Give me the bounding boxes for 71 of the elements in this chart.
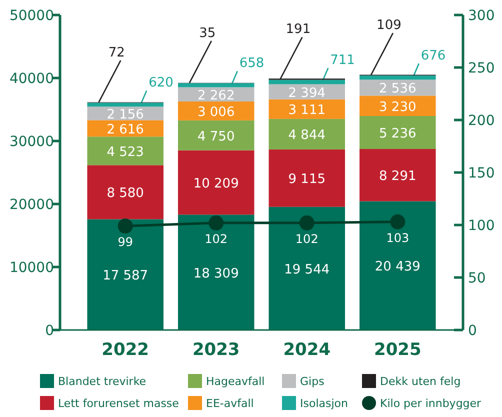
data-label: 18 309 [193,266,239,282]
data-label: 102 [295,232,318,246]
x-tick-label: 2025 [374,340,422,360]
bar [360,149,436,202]
y2-tick-label: 150 [468,166,495,182]
data-label: 109 [376,18,402,34]
bar [360,201,436,330]
data-label: 5 236 [379,126,416,142]
data-label: 2 262 [198,88,235,104]
y2-tick-label: 0 [468,323,477,339]
data-label: 620 [148,76,174,91]
legend-label: Hageavfall [206,375,265,388]
y2-tick-label: 200 [468,113,495,129]
bar [360,96,436,116]
legend-label: Lett forurenset masse [58,397,180,410]
bar [178,120,254,150]
bar [268,149,346,207]
data-label: 4 523 [106,144,144,160]
data-label: 4 844 [288,128,326,144]
data-label: 191 [286,22,311,38]
data-label: 17 587 [102,268,148,284]
data-label: 2 156 [106,107,144,122]
data-label: 19 544 [284,262,330,278]
legend-label: Blandet trevirke [58,375,146,388]
data-label: 2 394 [288,86,326,101]
bar [268,206,346,330]
y-tick-label: 30000 [9,134,54,150]
data-label: 20 439 [374,260,420,275]
data-label: 4 750 [198,129,235,144]
x-tick-label: 2024 [283,340,331,360]
bar [268,118,346,150]
data-label: 711 [330,53,355,68]
data-label: 72 [108,45,125,60]
y2-tick-label: 250 [468,60,495,76]
bar [360,116,436,149]
bar [87,136,164,166]
data-label: 102 [204,232,228,246]
data-label: 3 111 [288,103,326,118]
y2-tick-label: 50 [468,270,486,286]
data-label: 103 [386,230,410,245]
y-tick-label: 50000 [9,8,54,24]
data-label: 3 230 [379,100,416,115]
y2-tick-label: 100 [468,218,495,234]
data-label: 676 [420,48,446,64]
data-label: 10 209 [193,176,239,192]
bar [87,165,164,220]
x-tick-label: 2023 [192,340,240,360]
legend-label: Gips [300,375,325,388]
bar [268,99,346,119]
legend-label: Dekk uten felg [380,375,461,388]
data-label: 3 006 [198,104,235,120]
data-label: 35 [199,26,216,41]
bar [268,84,346,100]
bar [178,150,254,215]
y-tick-label: 40000 [9,71,54,87]
legend-label: EE-avfall [206,397,254,410]
bar [178,214,254,330]
data-label: 2 536 [379,82,416,97]
data-label: 8 291 [379,169,416,184]
y2-tick-label: 300 [468,8,495,24]
legend-label: Kilo per innbygger [380,397,482,410]
data-label: 658 [239,56,264,72]
data-label: 8 580 [106,186,144,202]
data-label: 99 [118,235,133,250]
x-tick-label: 2022 [102,340,150,360]
legend-label: Isolasjon [300,397,348,410]
y-tick-label: 20000 [9,197,54,213]
data-label: 9 115 [288,172,326,188]
data-label: 2 616 [106,122,144,138]
bar [87,219,164,330]
y-tick-label: 10000 [9,260,54,276]
